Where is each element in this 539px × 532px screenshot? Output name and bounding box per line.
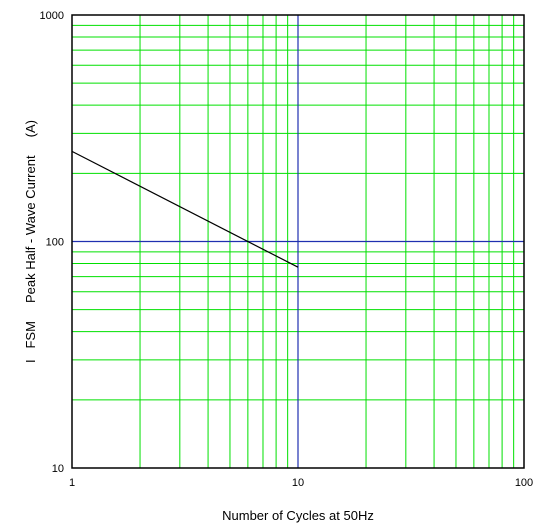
y-axis-title: I FSM Peak Half - Wave Current (A) [23, 120, 38, 363]
plot-frame [71, 14, 525, 469]
y-tick-label: 100 [46, 237, 64, 249]
y-tick-label: 1000 [40, 10, 64, 22]
x-tick-label: 1 [69, 477, 75, 489]
x-axis-title: Number of Cycles at 50Hz [222, 508, 374, 523]
x-tick-label: 100 [515, 477, 533, 489]
ticks: 1 10 100 10 100 1000 [40, 10, 534, 489]
series-layer [71, 150, 299, 268]
x-tick-label: 10 [292, 477, 304, 489]
series-line-0 [71, 150, 299, 268]
grid [72, 15, 524, 468]
y-tick-label: 10 [52, 463, 64, 475]
